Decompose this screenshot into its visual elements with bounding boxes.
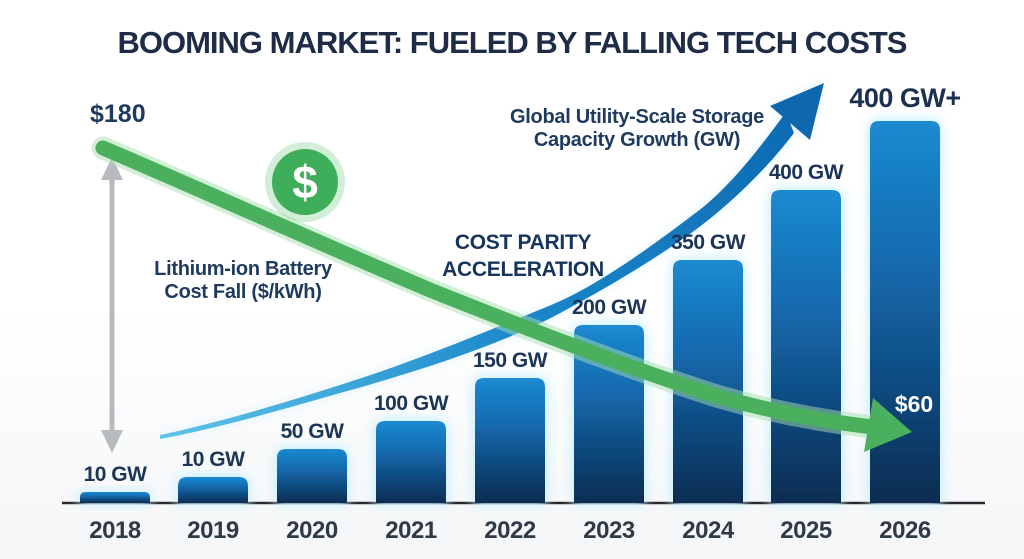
year-label-2024: 2024 <box>682 517 735 544</box>
bar-value-label-2021: 100 GW <box>374 392 449 415</box>
year-labels-layer: 2018 2019 2020 2021 2022 2023 2024 2025 2026 <box>89 517 931 544</box>
bar-value-label-2024: 350 GW <box>671 231 746 254</box>
storage-growth-line2: Capacity Growth (GW) <box>534 129 740 151</box>
page-title: BOOMING MARKET: FUELED BY FALLING TECH C… <box>118 25 907 60</box>
cost-curve-arrowhead <box>864 398 912 452</box>
year-label-2018: 2018 <box>89 517 141 544</box>
battery-cost-line1: Lithium-ion Battery <box>154 258 333 280</box>
year-label-2022: 2022 <box>484 517 536 544</box>
bar-2019 <box>178 477 248 503</box>
bar-labels-layer: 10 GW 10 GW 50 GW 100 GW 150 GW 200 GW 350 GW 4… <box>84 83 962 486</box>
bar-value-label-2022: 150 GW <box>473 349 548 372</box>
dollar-symbol: $ <box>292 156 318 208</box>
bar-value-label-2026: 400 GW+ <box>849 83 960 113</box>
bar-value-label-2020: 50 GW <box>281 420 345 443</box>
cost-curve-line <box>95 140 880 435</box>
bars-layer <box>80 121 940 503</box>
cost-curve <box>91 136 912 452</box>
cost-start-label: $180 <box>90 100 146 128</box>
year-label-2026: 2026 <box>879 517 931 544</box>
bar-2022 <box>475 378 545 503</box>
growth-arrow-icon <box>160 83 824 439</box>
year-label-2019: 2019 <box>187 517 239 544</box>
battery-cost-annotation: Lithium-ion Battery Cost Fall ($/kWh) <box>154 258 333 303</box>
cost-parity-line2: ACCELERATION <box>442 258 604 281</box>
bar-value-label-2018: 10 GW <box>84 463 148 486</box>
year-label-2020: 2020 <box>286 517 338 544</box>
storage-growth-annotation: Global Utility-Scale Storage Capacity Gr… <box>510 106 764 151</box>
bar-2018 <box>80 492 150 503</box>
bar-value-label-2025: 400 GW <box>769 161 844 184</box>
bar-2025 <box>771 190 841 503</box>
bar-value-label-2023: 200 GW <box>572 296 647 319</box>
bar-2026 <box>870 121 940 503</box>
bar-2020 <box>277 449 347 503</box>
year-label-2021: 2021 <box>385 517 437 544</box>
bar-2021 <box>376 421 446 503</box>
bar-value-label-2019: 10 GW <box>182 448 246 471</box>
cost-end-label: $60 <box>895 391 933 417</box>
cost-parity-line1: COST PARITY <box>455 231 592 254</box>
dollar-coin-icon: $ <box>265 142 345 222</box>
cost-parity-annotation: COST PARITY ACCELERATION <box>442 231 604 281</box>
year-label-2023: 2023 <box>583 517 635 544</box>
gray-double-arrow-icon <box>101 157 123 453</box>
battery-cost-line2: Cost Fall ($/kWh) <box>164 281 321 303</box>
year-label-2025: 2025 <box>780 517 832 544</box>
storage-growth-line1: Global Utility-Scale Storage <box>510 106 764 128</box>
